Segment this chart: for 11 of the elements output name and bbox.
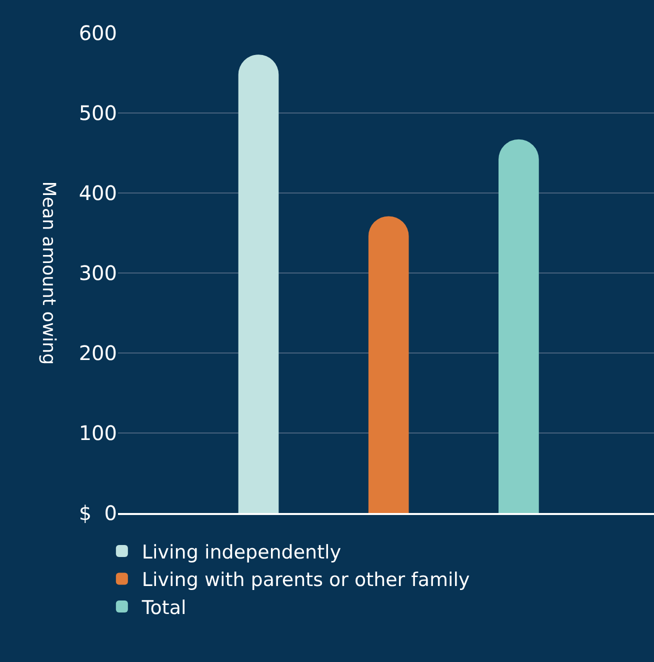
y-tick-label: 600: [78, 21, 117, 45]
y-tick-label: 200: [78, 341, 117, 365]
y-tick-label: 100: [78, 421, 117, 445]
legend-label: Living with parents or other family: [142, 569, 470, 592]
y-tick-label: $ 0: [78, 501, 117, 525]
y-tick-label: 400: [78, 181, 117, 205]
y-tick-label: 300: [78, 261, 117, 285]
legend-label: Living independently: [142, 541, 342, 564]
y-axis-title: Mean amount owing: [38, 181, 60, 365]
y-tick-label: 500: [78, 101, 117, 125]
legend-label: Total: [140, 596, 186, 619]
